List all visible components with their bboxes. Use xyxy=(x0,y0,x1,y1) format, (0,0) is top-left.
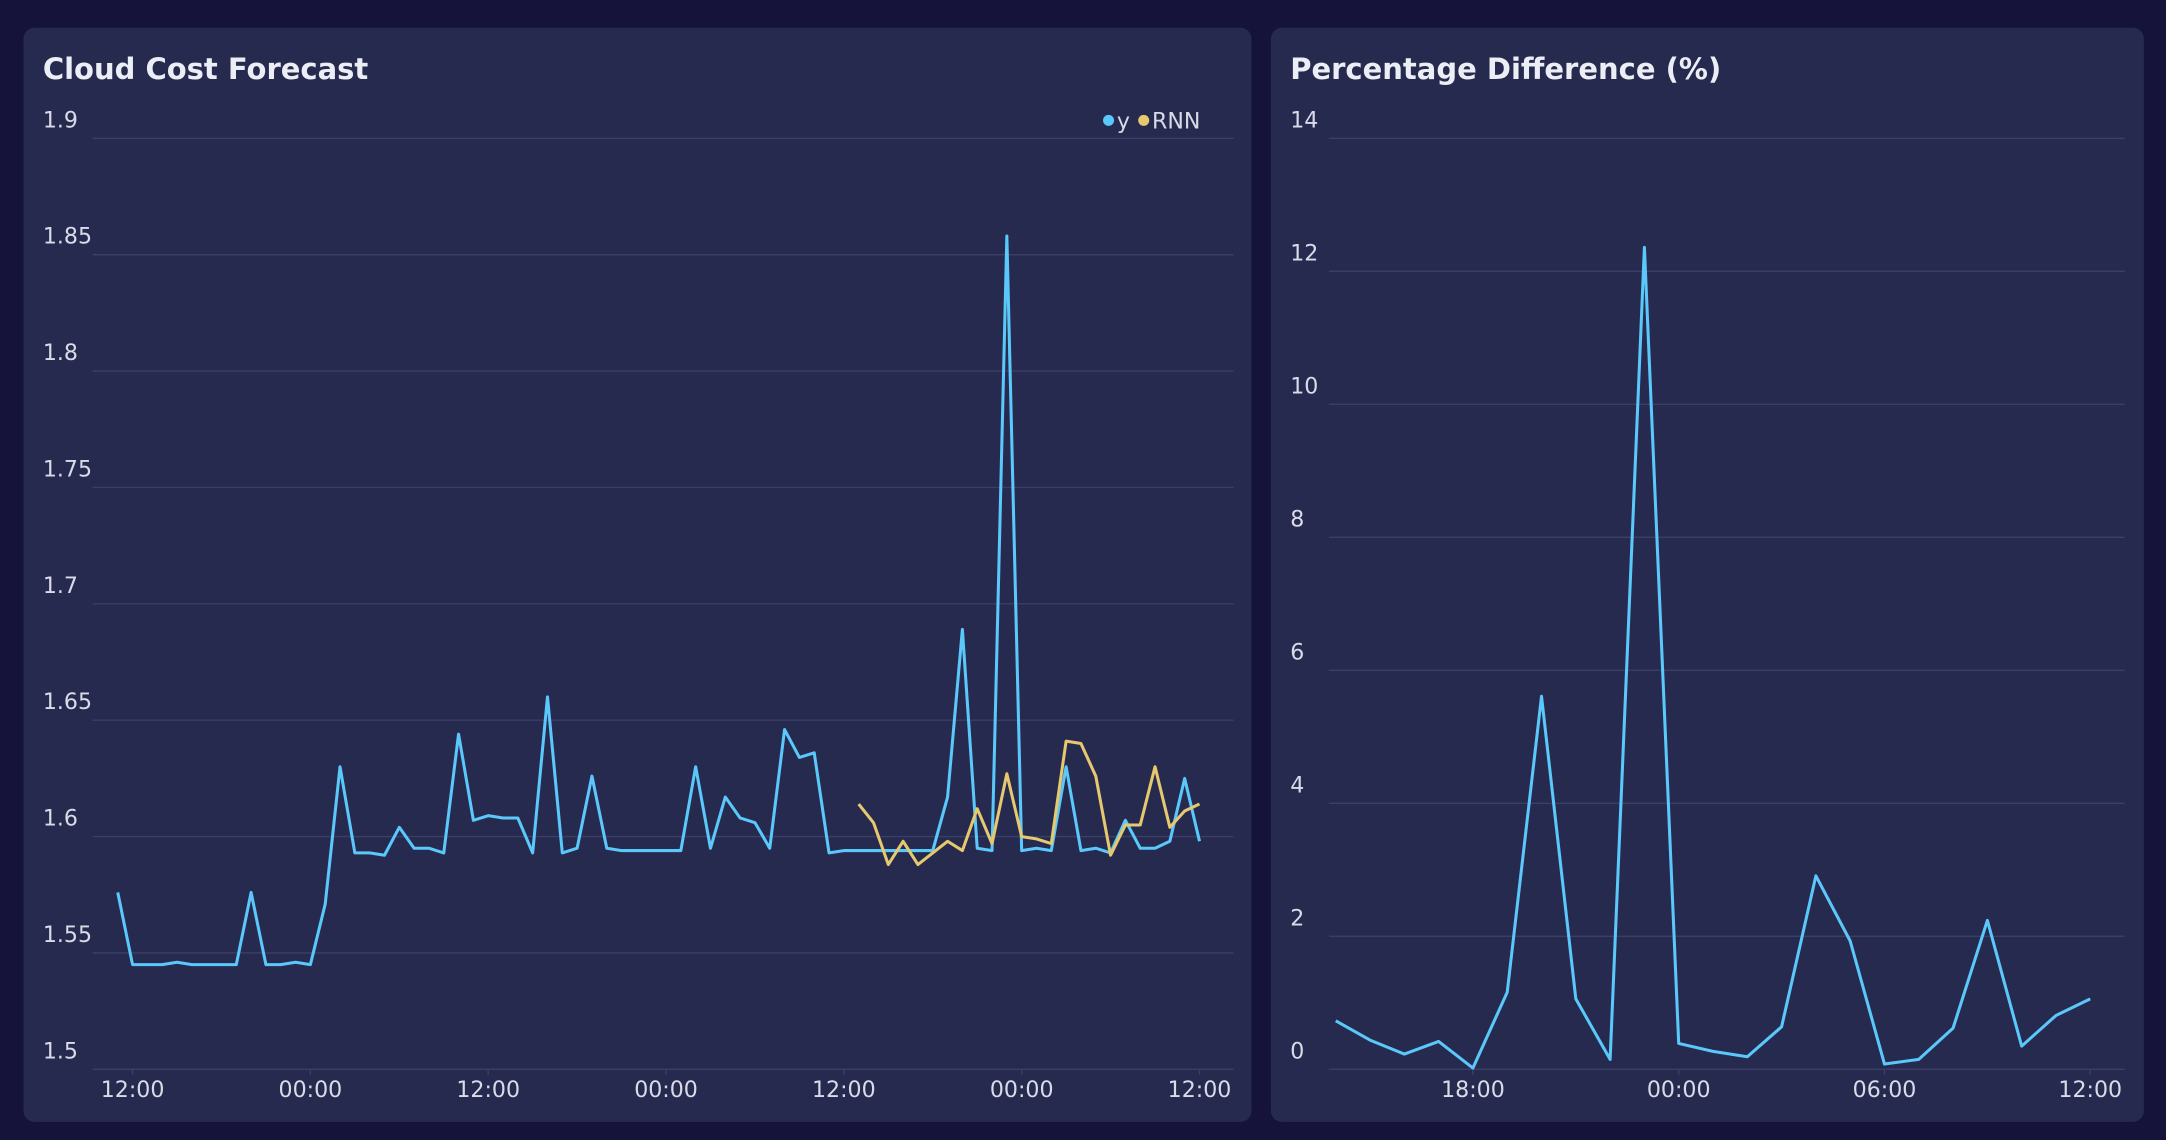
y-tick-label: 6 xyxy=(1290,639,1304,665)
x-tick-label: 12:00 xyxy=(2058,1077,2122,1103)
y-tick-label: 1.9 xyxy=(43,107,78,133)
series-line xyxy=(1335,245,2091,1070)
y-tick-label: 2 xyxy=(1290,905,1304,931)
panel xyxy=(23,27,1252,1122)
y-tick-label: 1.6 xyxy=(43,806,78,832)
y-tick-label: 10 xyxy=(1290,373,1318,399)
series-line xyxy=(857,739,1201,867)
y-tick-label: 1.55 xyxy=(43,922,92,948)
y-tick-label: 8 xyxy=(1290,506,1304,532)
y-tick-label: 14 xyxy=(1290,107,1318,133)
x-tick-label: 18:00 xyxy=(1441,1077,1505,1103)
legend-swatch xyxy=(1103,114,1115,126)
y-tick-label: 4 xyxy=(1290,772,1304,798)
chart-title: Percentage Difference (%) xyxy=(1290,52,1721,86)
x-tick-label: 06:00 xyxy=(1853,1077,1917,1103)
y-tick-label: 1.7 xyxy=(43,573,78,599)
y-tick-label: 1.65 xyxy=(43,689,92,715)
series-line xyxy=(116,234,1201,967)
y-tick-label: 1.85 xyxy=(43,224,92,250)
x-tick-label: 12:00 xyxy=(1168,1077,1232,1103)
legend-label: RNN xyxy=(1152,109,1200,135)
y-tick-label: 12 xyxy=(1290,240,1318,266)
x-tick-label: 00:00 xyxy=(1647,1077,1711,1103)
y-tick-label: 1.75 xyxy=(43,456,92,482)
y-tick-label: 0 xyxy=(1290,1038,1304,1064)
y-tick-label: 1.8 xyxy=(43,340,78,366)
legend-swatch xyxy=(1138,114,1150,126)
panel xyxy=(1270,27,2144,1122)
x-tick-label: 12:00 xyxy=(456,1077,520,1103)
chart-title: Cloud Cost Forecast xyxy=(43,52,369,86)
x-tick-label: 00:00 xyxy=(990,1077,1054,1103)
y-tick-label: 1.5 xyxy=(43,1038,78,1064)
x-tick-label: 00:00 xyxy=(279,1077,343,1103)
x-tick-label: 12:00 xyxy=(812,1077,876,1103)
x-tick-label: 00:00 xyxy=(634,1077,698,1103)
legend-label: y xyxy=(1117,109,1130,135)
x-tick-label: 12:00 xyxy=(101,1077,165,1103)
